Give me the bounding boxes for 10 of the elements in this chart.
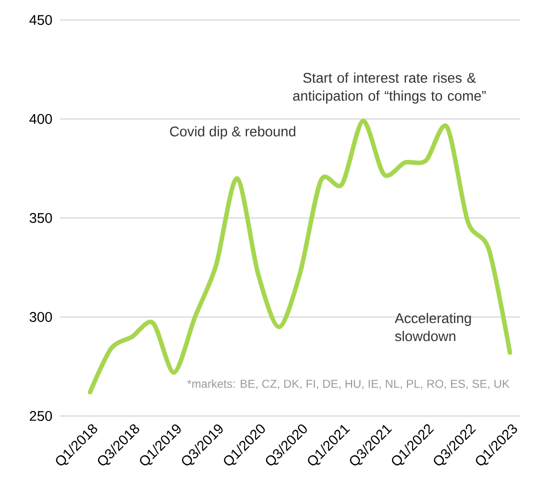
y-tick-label: 400	[29, 114, 52, 124]
line-series	[88, 118, 512, 394]
y-tick-label: 300	[30, 312, 52, 322]
annotation: Accelerating slowdown	[394, 312, 471, 342]
annotation: Covid dip & rebound	[170, 126, 296, 140]
y-tick-label: 350	[30, 213, 52, 223]
y-tick-label: 250	[30, 411, 52, 421]
y-tick-label: 450	[29, 15, 52, 25]
annotation: Start of interest rate rises & anticipation of “things to come”	[293, 72, 486, 104]
annotation: *markets: BE, CZ, DK, FI, DE, HU, IE, NL, PL, RO, ES, SE, UK	[187, 379, 510, 390]
